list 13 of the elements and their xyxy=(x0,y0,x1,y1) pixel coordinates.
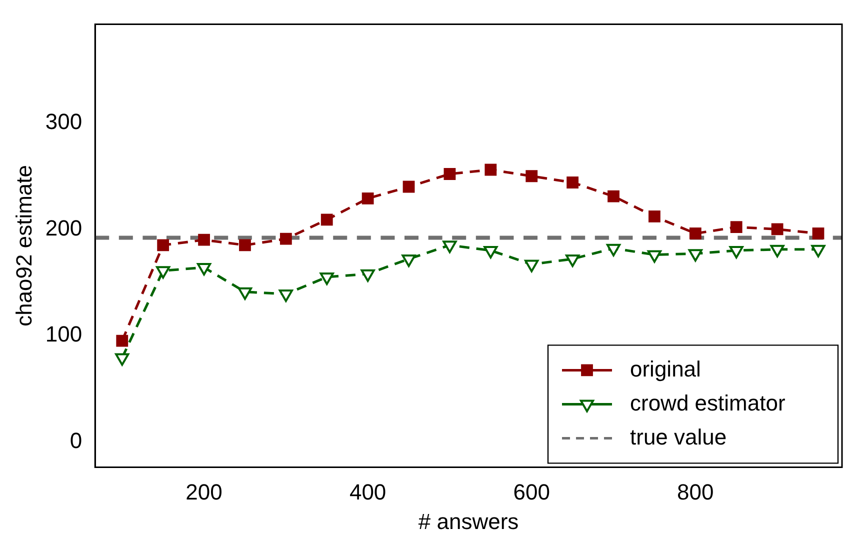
x-tick-label: 800 xyxy=(677,479,714,504)
y-axis-title: chao92 estimate xyxy=(11,164,36,326)
y-tick-label: 300 xyxy=(45,109,82,134)
y-tick-label: 100 xyxy=(45,322,82,347)
x-tick-label: 600 xyxy=(513,479,550,504)
legend-label: true value xyxy=(630,424,727,450)
y-tick-label: 200 xyxy=(45,215,82,240)
legend-label: original xyxy=(630,356,701,382)
x-tick-label: 200 xyxy=(186,479,222,504)
x-axis-title: # answers xyxy=(418,508,519,534)
y-tick-label: 0 xyxy=(70,428,82,453)
x-tick-label: 400 xyxy=(349,479,386,504)
legend-label: crowd estimator xyxy=(630,390,786,416)
